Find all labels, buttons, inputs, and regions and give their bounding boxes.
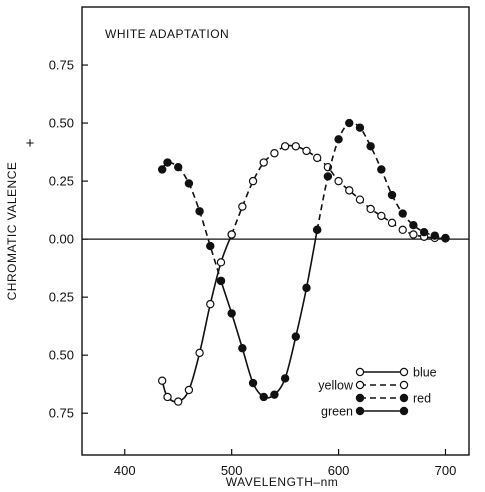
series-blue [157,230,236,406]
legend-marker [399,367,409,377]
data-point-yellow [334,176,343,186]
y-tick-label: 0.25 [49,290,74,305]
chart-title: WHITE ADAPTATION [105,27,229,41]
y-tick-label: 0.50 [49,116,74,131]
x-axis-title: WAVELENGTH–nm [226,475,339,489]
legend-marker [355,380,365,390]
legend-item-red: red [355,392,431,406]
series-line-green [220,229,318,399]
data-point-blue [174,397,183,406]
data-point-red [430,231,439,240]
y-tick-label: 0.25 [49,174,74,189]
legend: blue yellow red green [318,366,436,419]
data-point-yellow [270,149,279,158]
series-green [216,225,322,402]
legend-marker [399,380,409,390]
data-point-blue [216,258,226,267]
data-point-yellow [227,230,236,239]
x-tick-label: 700 [435,463,457,478]
series-red [157,118,450,286]
data-point-green [302,283,311,293]
data-point-red [174,162,183,172]
data-point-green [238,344,247,353]
data-point-yellow [366,204,375,214]
data-point-yellow [312,153,322,163]
data-point-yellow [345,186,354,195]
data-point-red [206,241,215,251]
data-point-red [387,190,397,200]
data-point-red [409,220,418,230]
data-point-yellow [302,146,311,156]
data-point-red [355,123,365,132]
legend-item-yellow: yellow [318,379,409,393]
data-point-blue [206,299,215,309]
data-point-green [280,374,290,383]
legend-marker [355,367,365,377]
legend-marker [355,406,365,416]
data-point-yellow [355,195,365,204]
legend-label: yellow [318,379,354,393]
data-point-red [398,209,407,218]
y-tick-label: 0.00 [49,232,74,247]
legend-marker [355,393,365,403]
legend-label: red [413,392,431,406]
data-point-blue [195,348,204,358]
series-yellow [227,142,450,243]
legend-item-blue: blue [355,366,437,380]
data-point-green [270,390,279,399]
legend-label: blue [413,366,437,380]
legend-marker [399,393,409,403]
data-point-blue [157,376,167,385]
data-point-red [366,142,375,151]
data-point-yellow [409,230,418,239]
y-tick-label: 0.75 [49,406,74,421]
data-point-yellow [280,142,290,151]
data-point-yellow [377,211,386,221]
x-tick-label: 500 [221,463,243,478]
data-point-blue [184,385,194,395]
y-axis-title: CHROMATIC VALENCE [5,162,19,301]
data-point-yellow [387,218,397,228]
data-point-green [216,276,226,286]
data-point-green [291,332,301,341]
data-point-green [259,392,268,402]
data-point-red [323,172,333,181]
data-point-red [334,135,343,144]
plot-frame [81,6,470,456]
data-point-red [163,158,172,167]
data-point-green [312,225,322,235]
legend-item-green: green [321,405,409,419]
data-point-yellow [398,225,407,235]
data-point-green [227,309,236,318]
y-tick-label: 0.50 [49,348,74,363]
legend-marker [399,406,409,416]
data-point-blue [163,392,172,402]
data-point-red [195,207,204,216]
axis-ticks [82,64,447,455]
y-axis-plus-marker: + [26,135,35,152]
data-point-yellow [291,142,301,151]
data-point-yellow [259,158,268,167]
data-point-yellow [238,202,247,211]
y-tick-label: 0.75 [49,58,74,73]
series-layer [157,118,450,406]
x-tick-label: 600 [328,463,350,478]
data-point-red [377,165,386,174]
legend-label: green [321,405,353,419]
data-point-red [345,118,354,128]
tick-labels: 400 500 600 700 0.75 0.50 0.25 0.00 0.25 0.50 0.75 [49,58,457,478]
data-point-yellow [248,176,258,186]
x-tick-label: 400 [114,463,136,478]
data-point-red [419,227,429,237]
data-point-green [248,378,258,388]
data-point-red [441,233,450,243]
data-point-red [157,165,167,174]
data-point-red [184,179,194,188]
